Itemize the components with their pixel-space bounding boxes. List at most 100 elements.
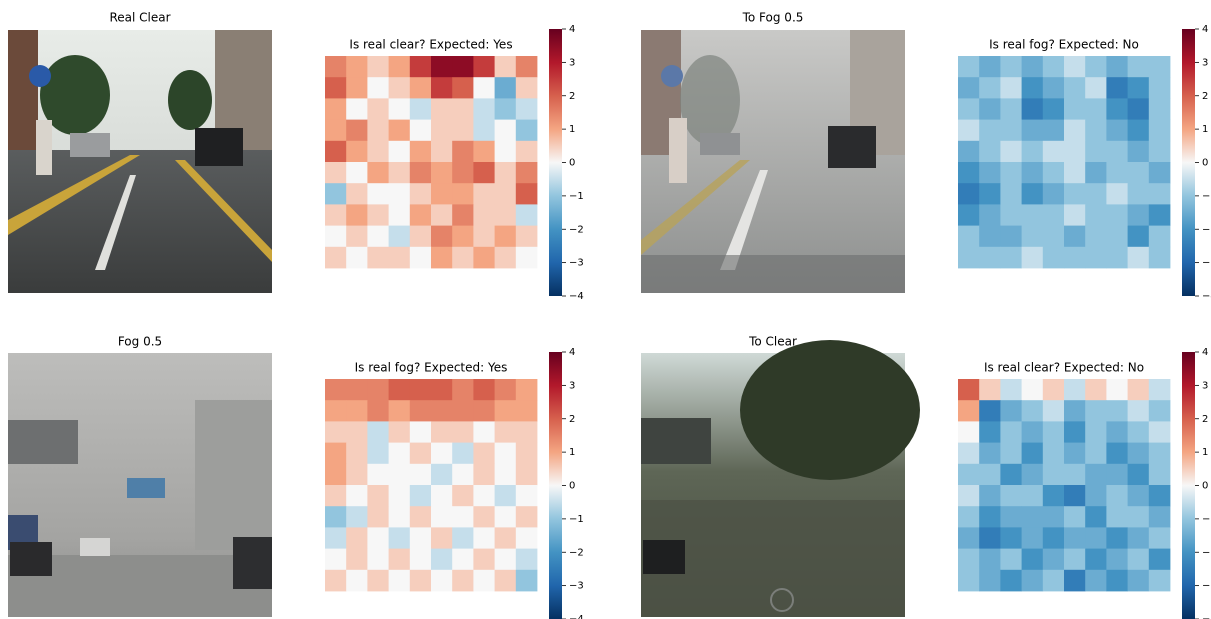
photo-to-clear [641,340,920,617]
heatmap-cell [367,77,389,99]
heatmap-cell [1149,549,1171,571]
heatmap-cell [516,98,538,120]
colorbar-tick-label: 0 [569,158,575,169]
heatmap-cell [1064,421,1086,443]
heatmap-cell [325,183,347,205]
heatmap-cell [1043,506,1065,528]
heatmap-cell [346,98,368,120]
heatmap-cell [495,549,517,571]
heatmap-cell [1085,506,1107,528]
heatmap-cell [1064,183,1086,205]
heatmap-cell [1128,570,1150,592]
heatmap-cell [1000,485,1022,507]
heatmap-cell [389,485,411,507]
heatmap-cell [958,570,980,592]
heatmap-cell [410,527,432,549]
heatmap-cell [431,247,453,269]
heatmap-cell [431,527,453,549]
heatmap-cell [367,527,389,549]
colorbar-tick-label: 1 [569,447,575,458]
colorbar-tick-label: 1 [569,124,575,135]
heatmap-cell [1106,204,1128,226]
heatmap-cell [1085,98,1107,120]
heatmap-cell [452,485,474,507]
heatmap-cell [958,485,980,507]
heatmap-cell [367,464,389,486]
heatmap-cell [473,141,495,163]
heatmap-cell [516,464,538,486]
heatmap-cell [958,141,980,163]
heatmap-cell [495,421,517,443]
heatmap-cell [1022,141,1044,163]
heatmap-cell [1043,141,1065,163]
heatmap-cell [1106,443,1128,465]
heatmap-cell [389,247,411,269]
colorbar-tick-label: −1 [569,191,584,202]
heatmap-cell [473,98,495,120]
colorbar-tick-label: 0 [1202,158,1208,169]
heatmap-cell [979,506,1001,528]
heatmap-cell [979,379,1001,401]
photo-real-clear [8,30,272,293]
heatmap-cell [516,162,538,184]
heatmap-cell [1085,421,1107,443]
heatmap-cell [1000,77,1022,99]
heatmap-cell [1128,527,1150,549]
heatmap-cell [1064,379,1086,401]
heatmap-cell [958,56,980,78]
heatmap-cell [1043,379,1065,401]
heatmap-cell [516,570,538,592]
heatmap-cell [1000,506,1022,528]
heatmap-cell [389,443,411,465]
heatmap-cell [1064,549,1086,571]
heatmap-cell [367,120,389,142]
heatmap-cell [346,421,368,443]
heatmap-cell [1128,226,1150,248]
photo-to-fog [641,30,905,293]
heatmap-cell [452,247,474,269]
heatmap-cell [431,570,453,592]
heatmap-cell [1022,77,1044,99]
heatmap-cell [346,549,368,571]
heatmap-cell [473,443,495,465]
heatmap-cell [325,570,347,592]
heatmap-cell [1022,204,1044,226]
heatmap-cell [452,162,474,184]
heatmap-cell [1128,120,1150,142]
heatmap-cell [367,226,389,248]
colorbar-tick-label: −1 [569,514,584,525]
heatmap-cell [958,549,980,571]
heatmap-cell [431,443,453,465]
heatmap-cell [979,400,1001,422]
heatmap-cell [1085,162,1107,184]
photo-title: Real Clear [109,11,170,25]
heatmap-cell [367,570,389,592]
heatmap-cell [452,379,474,401]
heatmap-cell [431,400,453,422]
heatmap-cell [346,527,368,549]
heatmap-cell [516,506,538,528]
heatmap-cell [1000,247,1022,269]
colorbar-tick-label: −2 [569,224,584,235]
heatmap-cell [325,527,347,549]
heatmap-cell [452,506,474,528]
heatmap-cell [389,226,411,248]
heatmap-cell [431,98,453,120]
heatmap-cell [495,183,517,205]
heatmap-cell [325,98,347,120]
heatmap-cell [958,379,980,401]
heatmap-cell [1064,98,1086,120]
heatmap-cell [958,400,980,422]
heatmap-cell [1000,379,1022,401]
heatmap-cell [1106,247,1128,269]
heatmap-cell [325,400,347,422]
heatmap-cell [389,141,411,163]
heatmap-cell [516,120,538,142]
heatmap-title: Is real clear? Expected: No [984,361,1144,375]
heatmap-cell [346,506,368,528]
heatmap-cell [1106,56,1128,78]
heatmap-cell [979,421,1001,443]
heatmap-cell [516,421,538,443]
heatmap-cell [1106,379,1128,401]
colorbar-tick-label: 2 [1202,414,1208,425]
